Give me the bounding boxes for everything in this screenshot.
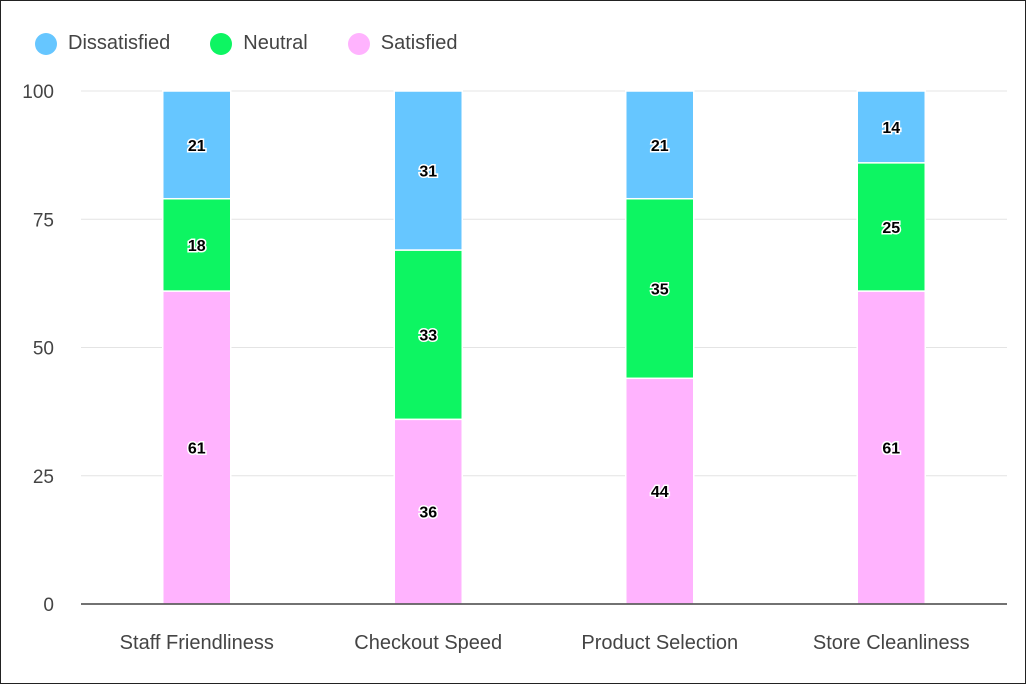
bar-segment-neutral-store-cleanliness (856, 162, 926, 292)
data-label: 35 (651, 282, 669, 299)
legend-swatch (347, 32, 370, 55)
x-category-label: Checkout Speed (354, 632, 502, 654)
data-label: 44 (651, 484, 669, 501)
legend-item-dissatisfied: Dissatisfied (35, 32, 170, 55)
legend-label: Dissatisfied (68, 32, 171, 54)
bar-segment-satisfied-staff-friendliness (162, 290, 232, 605)
data-label: 33 (419, 328, 437, 345)
bar-segment-dissatisfied-staff-friendliness (162, 90, 232, 200)
bar-segment-satisfied-checkout-speed (393, 418, 463, 605)
bar-segment-satisfied-product-selection (625, 377, 695, 605)
y-tick-label: 25 (33, 467, 54, 488)
legend-label: Satisfied (380, 32, 458, 54)
data-label: 31 (419, 164, 437, 181)
y-tick-label: 100 (22, 82, 54, 103)
legend-swatch (35, 32, 57, 55)
data-label: 21 (651, 138, 669, 155)
x-category-label: Product Selection (581, 632, 738, 654)
data-label: 61 (882, 441, 900, 458)
legend-item-satisfied: Satisfied (347, 32, 458, 55)
y-tick-label: 0 (43, 595, 54, 616)
bar-segment-neutral-product-selection (625, 197, 695, 380)
bar-segment-dissatisfied-product-selection (625, 90, 695, 200)
bar-segment-neutral-checkout-speed (393, 249, 463, 421)
data-label: 36 (419, 505, 437, 522)
data-label: 14 (882, 120, 900, 137)
data-label: 18 (188, 238, 206, 255)
x-category-label: Staff Friendliness (120, 632, 274, 654)
data-label: 21 (188, 138, 206, 155)
legend: Dissatisfied Neutral Satisfied (35, 32, 497, 55)
data-label: 61 (188, 441, 206, 458)
legend-item-neutral: Neutral (210, 32, 308, 55)
legend-label: Neutral (243, 32, 308, 54)
y-tick-label: 75 (33, 210, 54, 231)
bar-segment-satisfied-store-cleanliness (856, 290, 926, 605)
y-tick-label: 50 (33, 339, 54, 360)
legend-swatch (210, 32, 233, 55)
data-label: 25 (882, 220, 900, 237)
x-category-label: Store Cleanliness (813, 632, 970, 654)
bar-segment-neutral-staff-friendliness (162, 197, 232, 292)
bar-segment-dissatisfied-store-cleanliness (856, 90, 926, 164)
bar-segment-dissatisfied-checkout-speed (393, 90, 463, 251)
